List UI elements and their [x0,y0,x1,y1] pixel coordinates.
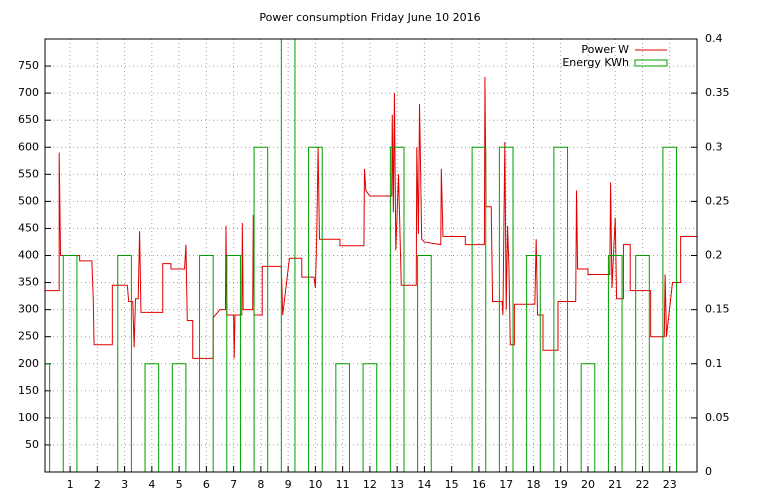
y2-tick-label: 0.3 [705,140,723,153]
energy-bar [580,363,596,472]
y2-tick-label: 0.05 [705,411,730,424]
energy-bar [280,39,296,472]
y-tick-label: 50 [25,438,39,451]
energy-bar [45,363,51,472]
energy-bar [62,255,78,472]
x-tick-label: 10 [308,478,322,491]
y-tick-label: 600 [18,140,39,153]
energy-bar [471,146,487,472]
x-tick-label: 19 [554,478,568,491]
y-tick-label: 400 [18,249,39,262]
y-tick-label: 200 [18,357,39,370]
energy-bar [362,363,378,472]
x-tick-label: 8 [257,478,264,491]
x-tick-label: 1 [67,478,74,491]
x-tick-label: 15 [445,478,459,491]
x-tick-label: 18 [526,478,540,491]
y2-tick-label: 0.2 [705,249,723,262]
x-tick-label: 11 [336,478,350,491]
energy-bar [553,146,569,472]
x-tick-label: 16 [472,478,486,491]
x-tick-label: 6 [203,478,210,491]
chart-title: Power consumption Friday June 10 2016 [259,11,480,24]
plot-border [44,38,698,473]
x-tick-label: 3 [121,478,128,491]
energy-bar [526,255,541,472]
legend-swatch [634,59,668,67]
energy-bar [171,363,187,472]
y-tick-label: 500 [18,194,39,207]
x-tick-label: 12 [363,478,377,491]
energy-bar [117,255,132,472]
energy-bar [199,255,214,472]
y-tick-label: 700 [18,86,39,99]
energy-bar [335,363,350,472]
x-tick-label: 20 [581,478,595,491]
energy-bar [662,146,678,472]
y2-tick-label: 0 [705,465,712,478]
energy-bar [144,363,160,472]
energy-bar [417,255,432,472]
y2-tick-label: 0.35 [705,86,730,99]
power-line [45,76,697,359]
legend-label: Power W [581,43,629,56]
plot-area [45,39,697,472]
x-tick-label: 2 [94,478,101,491]
energy-bar [607,255,623,472]
x-tick-label: 9 [285,478,292,491]
y2-tick-label: 0.4 [705,32,723,45]
y-tick-label: 250 [18,330,39,343]
energy-bar [226,255,241,472]
energy-bar [389,146,405,472]
y-tick-label: 650 [18,113,39,126]
y2-tick-label: 0.1 [705,357,723,370]
x-tick-label: 7 [230,478,237,491]
x-tick-label: 21 [608,478,622,491]
x-tick-label: 14 [417,478,431,491]
x-tick-label: 22 [635,478,649,491]
y2-tick-label: 0.25 [705,194,730,207]
y-tick-label: 300 [18,303,39,316]
y-tick-label: 150 [18,384,39,397]
legend-label: Energy KWh [562,56,629,69]
y2-tick-label: 0.15 [705,303,730,316]
energy-bar [253,146,269,472]
y-tick-label: 450 [18,221,39,234]
y-tick-label: 550 [18,167,39,180]
x-tick-label: 23 [663,478,677,491]
y-tick-label: 350 [18,276,39,289]
x-tick-label: 5 [176,478,183,491]
energy-bar [498,146,514,472]
energy-bar [635,255,650,472]
energy-bar [308,146,323,472]
y-tick-label: 750 [18,59,39,72]
x-tick-label: 4 [148,478,155,491]
y-tick-label: 100 [18,411,39,424]
x-tick-label: 13 [390,478,404,491]
x-tick-label: 17 [499,478,513,491]
